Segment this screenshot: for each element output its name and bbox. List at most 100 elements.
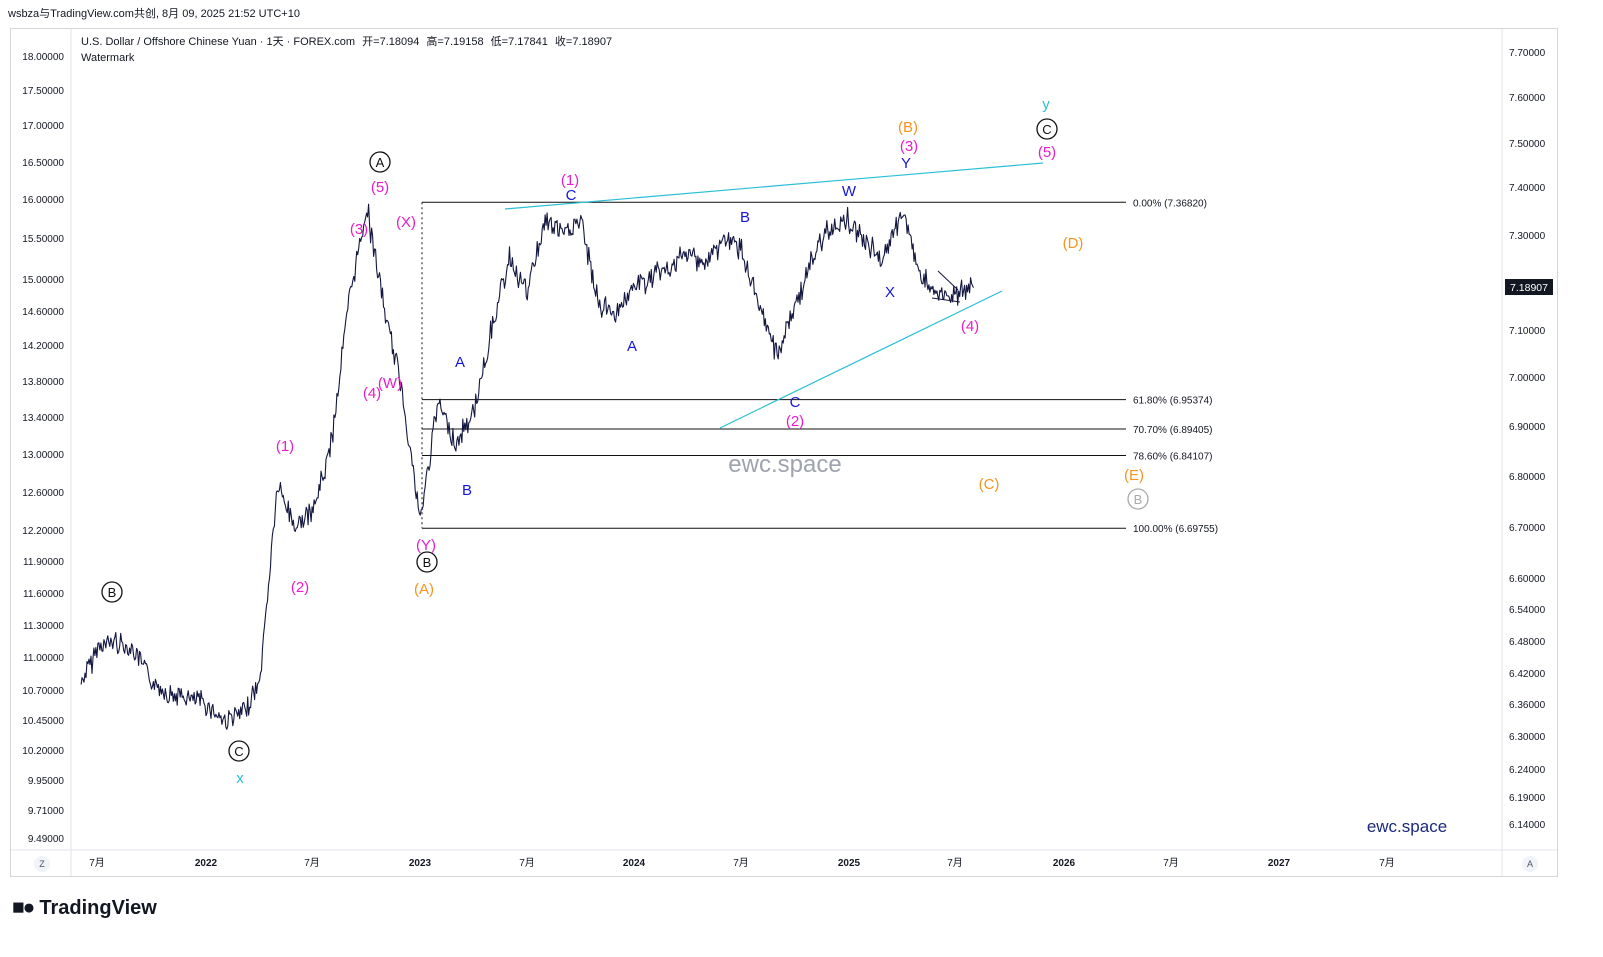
x-axis-tick: 7月 <box>519 857 535 869</box>
wave-label-circle <box>1127 488 1149 510</box>
triangle-line-bottom[interactable] <box>931 297 961 303</box>
left-axis-tick: 9.71000 <box>28 806 65 817</box>
left-axis-tick: 18.00000 <box>22 52 64 63</box>
right-axis-tick: 6.14000 <box>1509 820 1546 831</box>
right-axis-tick: 7.50000 <box>1509 139 1546 150</box>
wave-label: A <box>455 354 465 371</box>
triangle-line-top[interactable] <box>937 270 959 291</box>
wave-label: C <box>234 744 243 759</box>
wave-label-circle <box>228 740 250 762</box>
right-axis-tick: 6.70000 <box>1509 523 1546 534</box>
x-axis-tick: 2025 <box>838 858 861 869</box>
right-axis-tick: 7.30000 <box>1509 231 1546 242</box>
symbol-name[interactable]: U.S. Dollar / Offshore Chinese Yuan · 1天… <box>81 36 356 48</box>
wave-label: B <box>462 482 472 499</box>
wave-label: X <box>885 284 895 301</box>
ohlc-open: 开=7.18094 <box>362 36 420 48</box>
ohlc-close: 收=7.18907 <box>554 36 613 48</box>
current-price-text: 7.18907 <box>1510 282 1548 294</box>
right-axis-tick: 7.00000 <box>1509 373 1546 384</box>
left-axis-tick: 16.00000 <box>22 195 64 206</box>
wave-label: (X) <box>396 214 416 231</box>
wave-label-circle <box>416 551 438 573</box>
wave-label: B <box>108 585 117 600</box>
left-axis-tick: 13.80000 <box>22 377 64 388</box>
wave-label: (2) <box>786 413 804 430</box>
left-axis-tick: 10.20000 <box>22 746 64 757</box>
wave-label-circle <box>369 151 391 173</box>
tradingview-brand[interactable]: ■● TradingView <box>12 896 157 920</box>
wave-label: y <box>1042 96 1050 113</box>
wave-label: (3) <box>900 138 918 155</box>
chart-frame <box>10 28 1558 877</box>
right-axis-tick: 6.30000 <box>1509 732 1546 743</box>
lower-trendline[interactable] <box>719 290 1003 429</box>
right-axis-tick: 6.48000 <box>1509 637 1546 648</box>
right-axis-tick: 6.60000 <box>1509 574 1546 585</box>
wave-label: (3) <box>350 221 368 238</box>
watermark-corner: ewc.space <box>1367 817 1447 836</box>
left-axis-tick: 15.00000 <box>22 275 64 286</box>
wave-label: (W) <box>378 375 402 392</box>
wave-label: (A) <box>414 581 434 598</box>
watermark-indicator-label[interactable]: Watermark <box>81 52 135 64</box>
left-axis-tick: 17.50000 <box>22 86 64 97</box>
left-axis-tick: 14.60000 <box>22 307 64 318</box>
brand-name: TradingView <box>39 896 157 919</box>
upper-trendline[interactable] <box>504 162 1044 210</box>
fib-level-label: 0.00% (7.36820) <box>1133 198 1207 209</box>
left-axis-tick: 12.20000 <box>22 526 64 537</box>
wave-label: Y <box>901 155 911 172</box>
x-axis-tick: 7月 <box>733 857 749 869</box>
wave-label: B <box>423 555 432 570</box>
wave-label: C <box>566 187 577 204</box>
x-axis-tick: 7月 <box>89 857 105 869</box>
wave-label: (1) <box>276 438 294 455</box>
wave-label: C <box>790 394 801 411</box>
left-axis-tick: 16.50000 <box>22 158 64 169</box>
right-axis-tick: 6.19000 <box>1509 793 1546 804</box>
x-axis-tick: 7月 <box>1163 857 1179 869</box>
wave-label: C <box>1042 122 1051 137</box>
left-axis-tick: 11.30000 <box>23 621 64 632</box>
wave-label: (4) <box>363 385 381 402</box>
wave-label: (1) <box>561 172 579 189</box>
right-axis-tick: 7.10000 <box>1509 326 1546 337</box>
left-axis-tick: 10.70000 <box>22 686 64 697</box>
wave-label: A <box>627 338 637 355</box>
price-series-line[interactable] <box>80 203 975 730</box>
right-axis-tick: 7.70000 <box>1509 48 1546 59</box>
wave-label: (4) <box>961 318 979 335</box>
zoom-reset-button[interactable]: Z <box>34 856 50 872</box>
ohlc-high: 高=7.19158 <box>426 36 484 48</box>
left-axis-tick: 10.45000 <box>22 716 64 727</box>
left-axis-tick: 13.40000 <box>22 413 64 424</box>
left-axis-tick: 14.20000 <box>22 341 64 352</box>
wave-label: (5) <box>1038 144 1056 161</box>
watermark-center: ewc.space <box>728 451 841 478</box>
fib-level-label: 70.70% (6.89405) <box>1133 425 1213 436</box>
wave-label: (5) <box>371 179 389 196</box>
left-axis-tick: 11.60000 <box>23 589 64 600</box>
x-axis-tick: 2027 <box>1268 858 1291 869</box>
fib-level-label: 100.00% (6.69755) <box>1133 524 1218 535</box>
x-axis-tick: 7月 <box>947 857 963 869</box>
right-axis-tick: 6.42000 <box>1509 669 1546 680</box>
left-axis-tick: 12.60000 <box>22 488 64 499</box>
right-axis-tick: 6.90000 <box>1509 422 1546 433</box>
x-axis-tick: 2026 <box>1053 858 1076 869</box>
left-axis-tick: 15.50000 <box>22 234 64 245</box>
ohlc-low: 低=7.17841 <box>490 36 548 48</box>
left-axis-tick: 17.00000 <box>22 121 64 132</box>
right-axis-tick: 6.36000 <box>1509 700 1546 711</box>
left-axis-tick: 9.49000 <box>28 834 65 845</box>
tradingview-logo-icon: ■● <box>12 896 35 919</box>
wave-label-circle <box>1036 118 1058 140</box>
wave-label: (C) <box>979 476 1000 493</box>
x-axis-tick: 2024 <box>623 858 646 869</box>
auto-scale-button[interactable]: A <box>1522 856 1538 872</box>
left-axis-tick: 13.00000 <box>22 450 64 461</box>
x-axis-tick: 7月 <box>304 857 320 869</box>
right-axis-tick: 6.24000 <box>1509 765 1546 776</box>
